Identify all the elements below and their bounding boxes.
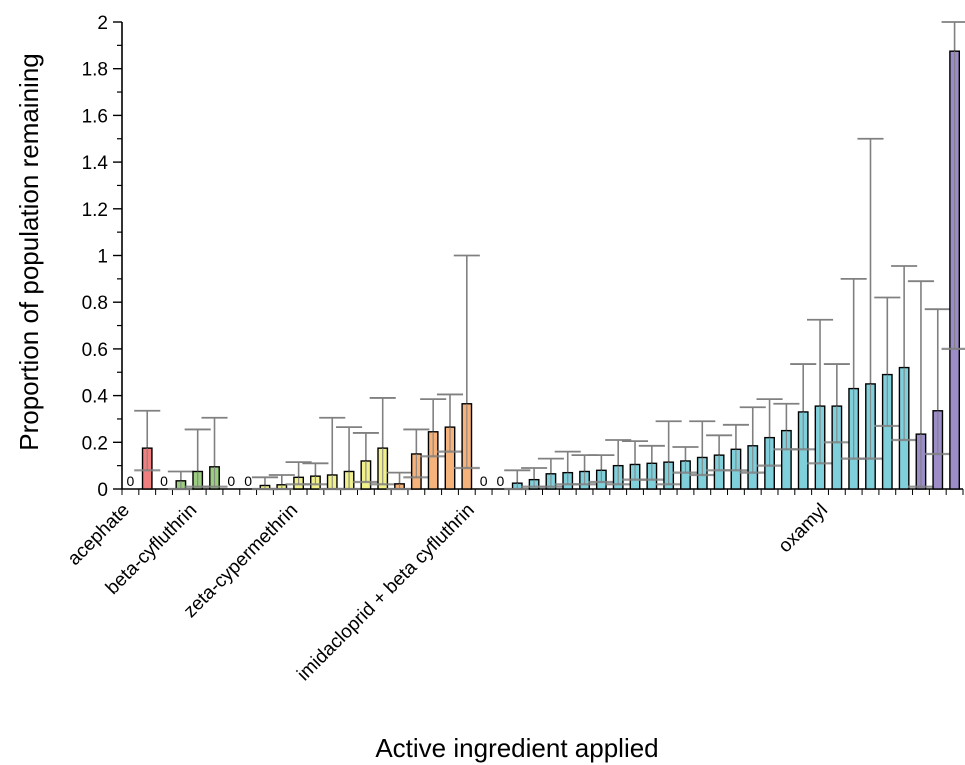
group-label: zeta-cypermethrin: [180, 500, 302, 622]
y-tick-label: 0.6: [82, 340, 108, 361]
zero-value-label: 0: [227, 473, 235, 489]
zero-value-label: 0: [160, 473, 168, 489]
zero-value-label: 0: [127, 473, 135, 489]
y-tick-label: 2: [97, 13, 108, 34]
group-label: oxamyl: [775, 500, 832, 557]
group-label: imidacloprid + beta cyfluthrin: [293, 500, 478, 685]
y-tick-label: 1.6: [82, 106, 108, 127]
group-labels: acephatebeta-cyfluthrinzeta-cypermethrin…: [64, 500, 832, 685]
y-tick-label: 1.4: [82, 153, 109, 174]
y-tick-label: 1: [97, 247, 108, 268]
zero-value-label: 0: [244, 473, 252, 489]
y-tick-label: 0.4: [82, 387, 109, 408]
y-tick-label: 1.2: [82, 200, 108, 221]
y-tick-label: 0: [97, 480, 108, 501]
y-axis-title: Proportion of population remaining: [14, 53, 44, 450]
zero-value-label: 0: [480, 473, 488, 489]
x-axis-title: Active ingredient applied: [375, 733, 658, 763]
y-tick-label: 0.8: [82, 293, 108, 314]
zero-value-label: 0: [497, 473, 505, 489]
y-tick-label: 1.8: [82, 60, 108, 81]
group-label: acephate: [64, 500, 134, 570]
y-tick-label: 0.2: [82, 433, 108, 454]
